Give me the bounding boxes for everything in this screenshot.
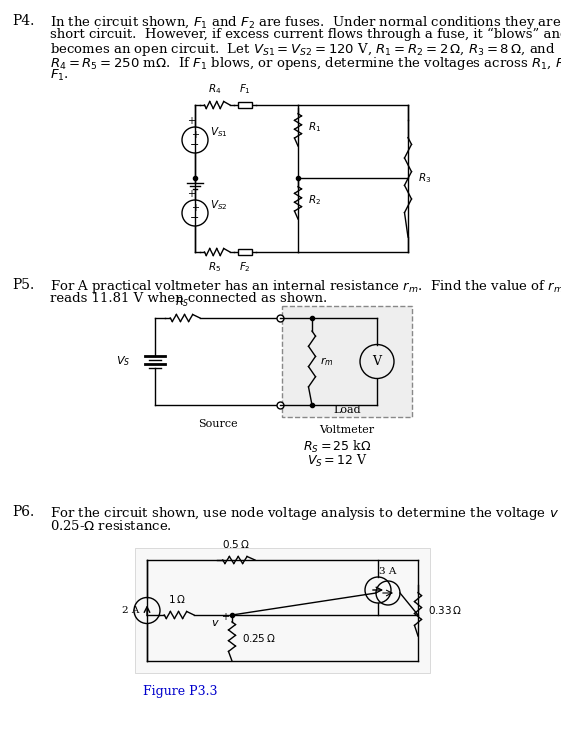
Text: For A practical voltmeter has an internal resistance $r_m$.  Find the value of $: For A practical voltmeter has an interna… (50, 278, 561, 295)
Text: $0.5\,\Omega$: $0.5\,\Omega$ (222, 538, 250, 550)
Text: $r_m$: $r_m$ (320, 355, 334, 368)
Text: $R_5$: $R_5$ (209, 260, 222, 274)
Text: $0.25\,\Omega$: $0.25\,\Omega$ (242, 632, 275, 644)
Text: $R_1$: $R_1$ (308, 120, 321, 134)
Bar (238, 249, 251, 255)
Text: $v$: $v$ (211, 618, 220, 628)
Text: $R_3$: $R_3$ (418, 172, 431, 185)
Text: $V_{S2}$: $V_{S2}$ (210, 198, 228, 212)
Text: V: V (373, 355, 381, 368)
Text: −: − (190, 140, 200, 150)
Text: $V_{S1}$: $V_{S1}$ (210, 125, 228, 139)
Text: $F_1$: $F_1$ (239, 82, 251, 96)
Text: Load: Load (333, 405, 361, 415)
Text: reads 11.81 V when connected as shown.: reads 11.81 V when connected as shown. (50, 292, 327, 304)
Text: 0.25-$\Omega$ resistance.: 0.25-$\Omega$ resistance. (50, 518, 172, 532)
Text: For the circuit shown, use node voltage analysis to determine the voltage $v$ ac: For the circuit shown, use node voltage … (50, 505, 561, 522)
FancyBboxPatch shape (282, 306, 412, 417)
Text: becomes an open circuit.  Let $V_{S1} = V_{S2} = 120$ V, $R_1 = R_2 = 2\,\Omega$: becomes an open circuit. Let $V_{S1} = V… (50, 41, 555, 58)
Text: Source: Source (197, 419, 237, 429)
Text: $1\,\Omega$: $1\,\Omega$ (168, 593, 185, 605)
Text: 2 A: 2 A (122, 606, 139, 615)
Text: short circuit.  However, if excess current flows through a fuse, it “blows” and : short circuit. However, if excess curren… (50, 28, 561, 41)
Text: P5.: P5. (12, 278, 34, 292)
Text: $F_2$: $F_2$ (239, 260, 251, 274)
Text: +: + (187, 189, 195, 199)
Text: $R_S$: $R_S$ (175, 295, 190, 309)
Text: In the circuit shown, $F_1$ and $F_2$ are fuses.  Under normal conditions they a: In the circuit shown, $F_1$ and $F_2$ ar… (50, 14, 561, 31)
Text: Figure P3.3: Figure P3.3 (143, 685, 218, 698)
Text: −: − (190, 213, 200, 224)
Text: +: + (191, 130, 199, 140)
Text: +: + (221, 612, 229, 622)
Text: $V_S = 12$ V: $V_S = 12$ V (306, 453, 367, 469)
Bar (238, 102, 251, 108)
Text: +: + (187, 116, 195, 126)
Text: P4.: P4. (12, 14, 34, 28)
Text: $R_4$: $R_4$ (208, 82, 222, 96)
Text: +: + (191, 203, 199, 213)
Text: $R_S = 25$ k$\Omega$: $R_S = 25$ k$\Omega$ (303, 439, 371, 455)
Text: Voltmeter: Voltmeter (319, 425, 375, 435)
FancyBboxPatch shape (135, 548, 430, 673)
Text: $V_S$: $V_S$ (116, 355, 130, 369)
Text: $0.33\,\Omega$: $0.33\,\Omega$ (428, 605, 462, 616)
Text: $R_4 = R_5 = 250$ m$\Omega$.  If $F_1$ blows, or opens, determine the voltages a: $R_4 = R_5 = 250$ m$\Omega$. If $F_1$ bl… (50, 54, 561, 72)
Text: 3 A: 3 A (379, 567, 397, 576)
Text: $F_1$.: $F_1$. (50, 68, 69, 83)
Text: $R_2$: $R_2$ (308, 193, 321, 207)
Text: P6.: P6. (12, 505, 34, 519)
